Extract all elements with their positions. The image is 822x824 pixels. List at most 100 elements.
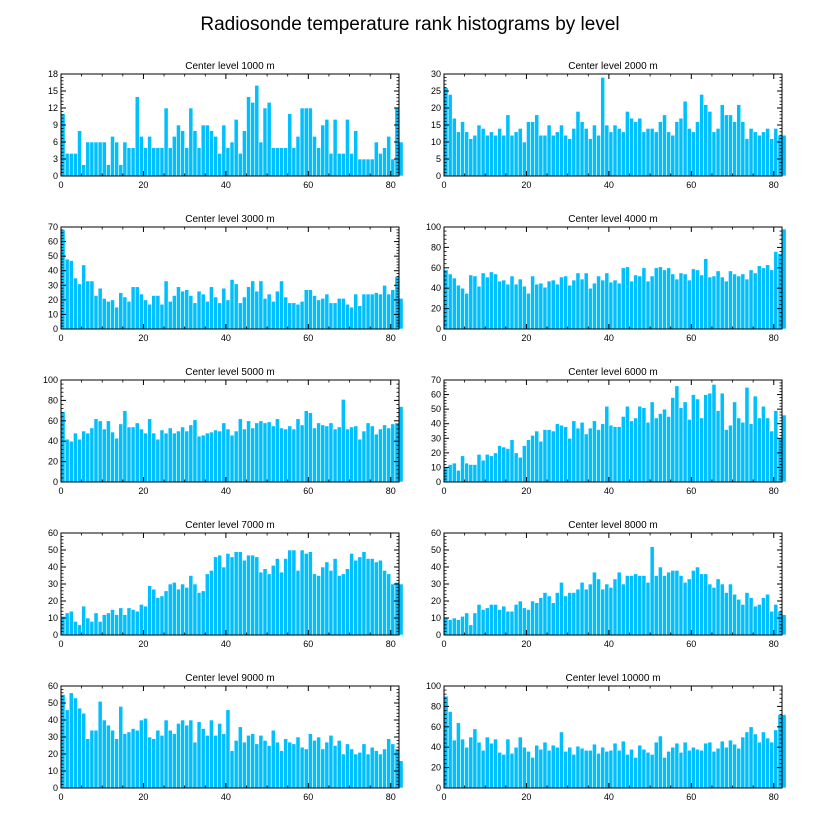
bar bbox=[761, 731, 766, 789]
bar bbox=[398, 406, 404, 483]
bar bbox=[246, 286, 251, 330]
bar bbox=[707, 583, 713, 636]
bar bbox=[143, 605, 148, 636]
bar bbox=[649, 128, 655, 177]
bar bbox=[97, 141, 103, 177]
bar bbox=[592, 420, 597, 483]
bar bbox=[740, 421, 746, 483]
bar bbox=[583, 433, 589, 483]
bar bbox=[126, 426, 132, 483]
bar bbox=[637, 744, 643, 789]
y-tick-label: 25 bbox=[431, 86, 441, 96]
bar bbox=[242, 559, 247, 636]
bar bbox=[287, 113, 293, 177]
bar bbox=[357, 305, 363, 330]
bar bbox=[229, 141, 235, 177]
bar bbox=[633, 573, 639, 636]
bar bbox=[707, 741, 713, 789]
bar bbox=[151, 295, 157, 330]
bar bbox=[517, 128, 523, 177]
bar bbox=[126, 147, 132, 177]
x-tick-label: 40 bbox=[221, 639, 231, 649]
bar bbox=[476, 285, 482, 330]
bar bbox=[130, 609, 136, 636]
bar bbox=[159, 303, 165, 330]
bar bbox=[312, 136, 317, 177]
bar bbox=[765, 264, 770, 330]
bar bbox=[246, 734, 251, 789]
bar bbox=[587, 427, 593, 483]
bar bbox=[517, 456, 523, 483]
bar bbox=[167, 147, 173, 177]
bar bbox=[308, 289, 313, 330]
bar bbox=[184, 289, 190, 330]
bar bbox=[633, 274, 639, 330]
y-tick-label: 70 bbox=[431, 375, 441, 385]
bar bbox=[287, 549, 293, 636]
y-tick-label: 20 bbox=[48, 457, 58, 467]
bar bbox=[237, 418, 243, 483]
bar bbox=[513, 283, 519, 330]
bar bbox=[719, 583, 725, 636]
bar bbox=[563, 134, 568, 177]
bar bbox=[345, 428, 350, 483]
bar bbox=[68, 610, 74, 636]
bar bbox=[64, 438, 70, 483]
bar bbox=[308, 412, 313, 483]
bar bbox=[126, 731, 132, 789]
y-tick-label: 50 bbox=[431, 404, 441, 414]
bar bbox=[550, 744, 556, 789]
bar bbox=[143, 432, 148, 483]
y-tick-label: 30 bbox=[48, 732, 58, 742]
y-tick-label: 20 bbox=[431, 763, 441, 773]
bar bbox=[773, 251, 779, 330]
bar bbox=[192, 741, 198, 789]
bar bbox=[97, 420, 103, 483]
x-tick-label: 40 bbox=[604, 639, 614, 649]
bar bbox=[542, 286, 548, 330]
bar bbox=[505, 610, 511, 636]
x-tick-label: 20 bbox=[521, 792, 531, 802]
bar bbox=[579, 278, 585, 330]
bar bbox=[266, 421, 272, 483]
bar bbox=[538, 134, 544, 177]
bar bbox=[225, 553, 231, 636]
bar bbox=[517, 278, 523, 330]
bar bbox=[188, 295, 194, 330]
bar bbox=[711, 587, 717, 636]
bar bbox=[64, 709, 70, 789]
bar bbox=[497, 280, 503, 330]
bar bbox=[394, 748, 400, 789]
bar bbox=[320, 566, 326, 636]
y-tick-label: 40 bbox=[431, 283, 441, 293]
bar bbox=[464, 612, 470, 636]
bar bbox=[460, 455, 465, 483]
bar bbox=[139, 604, 144, 636]
y-tick-label: 9 bbox=[53, 120, 58, 130]
bar bbox=[73, 153, 78, 177]
bar bbox=[666, 267, 672, 330]
bar bbox=[143, 147, 148, 177]
bar bbox=[740, 604, 746, 636]
bar bbox=[715, 270, 721, 330]
bar bbox=[740, 121, 746, 177]
bar bbox=[60, 694, 66, 789]
bar bbox=[658, 566, 663, 636]
bar bbox=[695, 748, 700, 789]
bar bbox=[275, 147, 280, 177]
bar bbox=[188, 424, 194, 483]
bar bbox=[209, 130, 214, 177]
bar bbox=[629, 575, 634, 636]
bar bbox=[295, 136, 301, 177]
bar bbox=[213, 556, 218, 636]
bar bbox=[695, 269, 700, 330]
bar bbox=[666, 750, 672, 789]
bar bbox=[509, 610, 515, 636]
bar bbox=[369, 293, 375, 330]
y-tick-label: 10 bbox=[48, 613, 58, 623]
bar bbox=[192, 583, 198, 636]
bar bbox=[361, 158, 367, 177]
bar bbox=[266, 293, 272, 330]
bar bbox=[633, 417, 639, 483]
bar bbox=[769, 430, 775, 483]
